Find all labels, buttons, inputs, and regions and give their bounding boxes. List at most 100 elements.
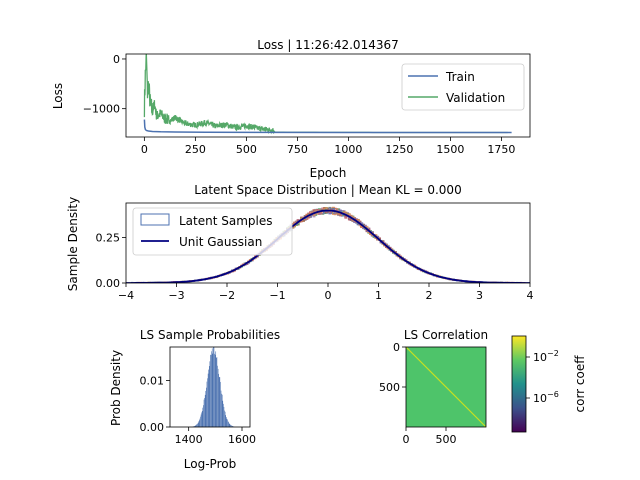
- latent-x-ticks: −4 −3 −2 −1 0 1 2 3 4: [118, 283, 534, 302]
- probability-bar: [197, 422, 199, 427]
- x-tick-label: 1600: [228, 433, 256, 446]
- loss-x-axis-label: Epoch: [310, 166, 347, 180]
- probability-bar: [206, 387, 207, 427]
- probability-bar: [230, 424, 231, 427]
- probability-bar: [204, 397, 205, 427]
- probability-bar: [228, 423, 230, 427]
- probability-bar: [226, 418, 228, 427]
- probability-bar: [221, 393, 222, 427]
- probability-bar: [195, 425, 197, 427]
- y-tick-label: 0.00: [96, 277, 121, 290]
- probability-bar: [208, 369, 209, 427]
- probability-bar: [210, 355, 212, 427]
- latent-y-axis-label: Sample Density: [66, 197, 80, 291]
- probability-bar: [218, 376, 220, 427]
- latent-space-title: Latent Space Distribution | Mean KL = 0.…: [194, 183, 461, 197]
- x-tick-label: −4: [118, 289, 134, 302]
- x-tick-label: 1400: [175, 433, 203, 446]
- probability-bar: [213, 347, 214, 427]
- probability-bar: [208, 366, 210, 427]
- probability-bar: [194, 426, 195, 427]
- latent-plot-area: [126, 206, 530, 283]
- probability-bar: [223, 406, 225, 427]
- ls-probabilities-y-axis-label: Prob Density: [109, 350, 123, 426]
- probability-bar: [209, 361, 211, 427]
- legend-train-label: Train: [445, 70, 475, 84]
- probability-bar: [224, 410, 225, 427]
- unit-gaussian-line: [126, 209, 530, 283]
- loss-y-ticks: 0 −1000: [83, 53, 126, 116]
- y-tick-label: 500: [379, 381, 400, 394]
- x-tick-label: 1250: [385, 143, 413, 156]
- x-tick-label: 3: [476, 289, 483, 302]
- probability-bar: [196, 424, 198, 427]
- probability-bar: [210, 354, 211, 427]
- correlation-diagonal: [405, 346, 487, 428]
- x-tick-label: 500: [236, 143, 257, 156]
- probability-bar: [207, 373, 209, 427]
- probability-bar: [198, 421, 200, 427]
- probability-bar: [227, 421, 229, 427]
- probability-bar: [230, 425, 232, 427]
- probability-bar: [224, 411, 226, 427]
- colorbar-label: corr coeff: [573, 355, 587, 413]
- correlation-y-ticks: 0 500: [379, 341, 406, 394]
- probability-bar: [196, 424, 197, 427]
- probability-bar: [225, 415, 226, 427]
- probability-bar: [222, 400, 224, 427]
- colorbar-tick-label: 10−2: [533, 349, 559, 364]
- x-tick-label: −2: [219, 289, 235, 302]
- probability-bar: [226, 417, 227, 427]
- loss-axes-frame: [125, 53, 531, 138]
- y-tick-label: −1000: [83, 103, 120, 116]
- probability-bar: [223, 403, 224, 427]
- probability-bar: [203, 405, 204, 427]
- probability-bar: [211, 348, 213, 427]
- probability-bar: [216, 357, 217, 427]
- loss-y-axis-label: Loss: [51, 83, 65, 109]
- probability-bar: [231, 425, 232, 427]
- probability-bar: [194, 425, 196, 427]
- x-tick-label: −1: [269, 289, 285, 302]
- legend-latent-samples-label: Latent Samples: [179, 214, 273, 228]
- probability-bar: [229, 423, 231, 427]
- x-tick-label: 0: [403, 433, 410, 446]
- x-tick-label: 1000: [334, 143, 362, 156]
- probability-bar: [207, 378, 208, 427]
- train-line: [143, 119, 512, 134]
- loss-plot-area: [143, 54, 512, 135]
- probability-bar: [217, 365, 218, 427]
- probability-bar: [206, 381, 208, 427]
- probability-bar: [202, 407, 204, 427]
- loss-x-ticks: 0 250 500 750 1000 1250 1500 1750: [141, 137, 515, 156]
- probability-bar: [220, 390, 222, 427]
- probability-bar: [227, 419, 228, 427]
- probability-bar: [214, 354, 216, 427]
- latent-y-ticks: 0.00 0.25: [96, 232, 126, 290]
- probability-bar: [216, 357, 218, 427]
- ls-probabilities-axes-frame: [169, 346, 251, 428]
- x-tick-label: 4: [527, 289, 534, 302]
- ls-probabilities-x-axis-label: Log-Prob: [184, 457, 236, 471]
- probability-bar: [219, 377, 221, 427]
- probability-bar: [201, 412, 202, 427]
- loss-legend: Train Validation: [401, 63, 525, 111]
- correlation-x-ticks: 0 500: [403, 427, 457, 446]
- probability-bar: [199, 420, 200, 427]
- x-tick-label: 500: [436, 433, 457, 446]
- y-tick-label: 0.00: [140, 421, 165, 434]
- latent-legend: Latent Samples Unit Gaussian: [132, 207, 293, 256]
- probability-bar: [213, 347, 215, 427]
- probability-bar: [212, 353, 214, 427]
- loss-chart: Loss | 11:26:42.014367 0 250 500 750 1000 125…: [51, 38, 531, 180]
- loss-chart-title: Loss | 11:26:42.014367: [257, 38, 399, 52]
- latent-space-chart: Latent Space Distribution | Mean KL = 0.…: [66, 183, 534, 302]
- x-tick-label: 250: [185, 143, 206, 156]
- probability-bar: [201, 411, 203, 427]
- ls-probabilities-plot-area: [192, 347, 235, 427]
- probability-bar: [228, 422, 229, 427]
- probability-bar: [211, 351, 212, 427]
- colorbar-tick-label: 10−6: [533, 390, 559, 405]
- probability-bar: [232, 426, 234, 427]
- ls-correlation-chart: LS Correlation 0 500 0 500 10−2 10−6 corr …: [379, 328, 587, 446]
